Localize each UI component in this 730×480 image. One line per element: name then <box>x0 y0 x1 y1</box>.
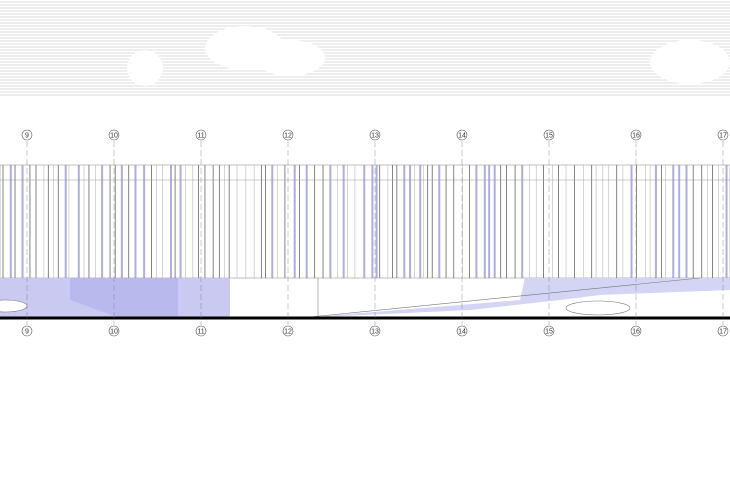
grid-label: 10 <box>110 132 118 139</box>
grid-label: 16 <box>632 328 640 335</box>
mullion-blue <box>403 165 406 278</box>
mullion-blue <box>120 165 123 278</box>
grid-label: 16 <box>632 132 640 139</box>
grid-label: 14 <box>458 132 466 139</box>
mullion-blue <box>678 165 681 278</box>
grid-bubble <box>543 129 555 141</box>
cloud <box>127 50 163 86</box>
base-level <box>0 277 730 320</box>
mullion-blue <box>169 165 172 278</box>
mullion-blue <box>488 165 491 278</box>
grid-label: 9 <box>25 328 29 335</box>
grid-bubble <box>108 129 120 141</box>
mullion-blue <box>77 165 80 278</box>
mullion-blue <box>521 165 524 278</box>
grid-bubble <box>282 129 294 141</box>
facade <box>0 164 730 279</box>
grid-label: 17 <box>719 328 727 335</box>
mullion-blue <box>685 165 688 278</box>
grid-label: 10 <box>110 328 118 335</box>
ramp-line <box>299 277 701 319</box>
grid-bubble <box>21 325 33 337</box>
grid-label: 9 <box>25 132 29 139</box>
mullion-blue <box>305 165 308 278</box>
grid-label: 11 <box>197 132 204 139</box>
grid-bubble <box>282 325 294 337</box>
grid-label: 11 <box>197 328 204 335</box>
mullion-blue <box>271 165 274 278</box>
mullion-blue <box>419 165 422 278</box>
mullion-blue <box>654 165 657 278</box>
mullion-blue <box>21 165 24 278</box>
mullion-blue <box>438 165 441 278</box>
grid-bubble <box>21 129 33 141</box>
grid-bubble <box>630 129 642 141</box>
base-fill <box>70 278 178 318</box>
mullion-blue <box>375 165 378 278</box>
grid-bubble <box>456 325 468 337</box>
mullion-blue <box>293 165 296 278</box>
sky-hatch <box>0 1 730 96</box>
grid-bubble <box>717 325 729 337</box>
clouds <box>127 26 730 86</box>
grid-bubble <box>195 129 207 141</box>
grid-bubble <box>195 325 207 337</box>
mullion-blue <box>342 165 345 278</box>
grid-bubble <box>456 129 468 141</box>
mullion-blue <box>725 165 728 278</box>
grid-label: 12 <box>284 132 292 139</box>
cloud <box>650 40 730 84</box>
grid-bubble <box>630 325 642 337</box>
mullion-blue <box>630 165 633 278</box>
mullion-blue <box>179 165 182 278</box>
mullion-blue <box>64 165 67 278</box>
grid-label: 17 <box>719 132 727 139</box>
grid-label: 15 <box>545 132 553 139</box>
grid-lines: 9 10 11 12 13 14 15 16 17 9 10 11 12 13 14 15 16 17 <box>21 129 729 337</box>
grid-bubble <box>369 325 381 337</box>
mullion-blue <box>101 165 104 278</box>
mullion-blue <box>329 165 332 278</box>
mullion-blue <box>672 165 675 278</box>
mullion-blue <box>9 165 12 278</box>
grid-label: 13 <box>371 328 379 335</box>
grid-bubble <box>369 129 381 141</box>
mullion-blue <box>371 165 374 278</box>
grid-label: 13 <box>371 132 379 139</box>
grid-bubble <box>543 325 555 337</box>
grid-label: 14 <box>458 328 466 335</box>
grid-bubble <box>717 129 729 141</box>
planter <box>565 300 631 316</box>
grid-label: 15 <box>545 328 553 335</box>
mullion-blue <box>143 165 146 278</box>
mullion-blue <box>483 165 486 278</box>
mullion-blue <box>475 165 478 278</box>
mullion-blue <box>134 165 137 278</box>
grid-label: 12 <box>284 328 292 335</box>
mullion-blue <box>409 165 412 278</box>
grid-bubble <box>108 325 120 337</box>
mullion-blue <box>493 165 496 278</box>
ramp-fill <box>300 278 730 318</box>
cloud <box>255 40 325 76</box>
mullion-blue <box>363 165 366 278</box>
